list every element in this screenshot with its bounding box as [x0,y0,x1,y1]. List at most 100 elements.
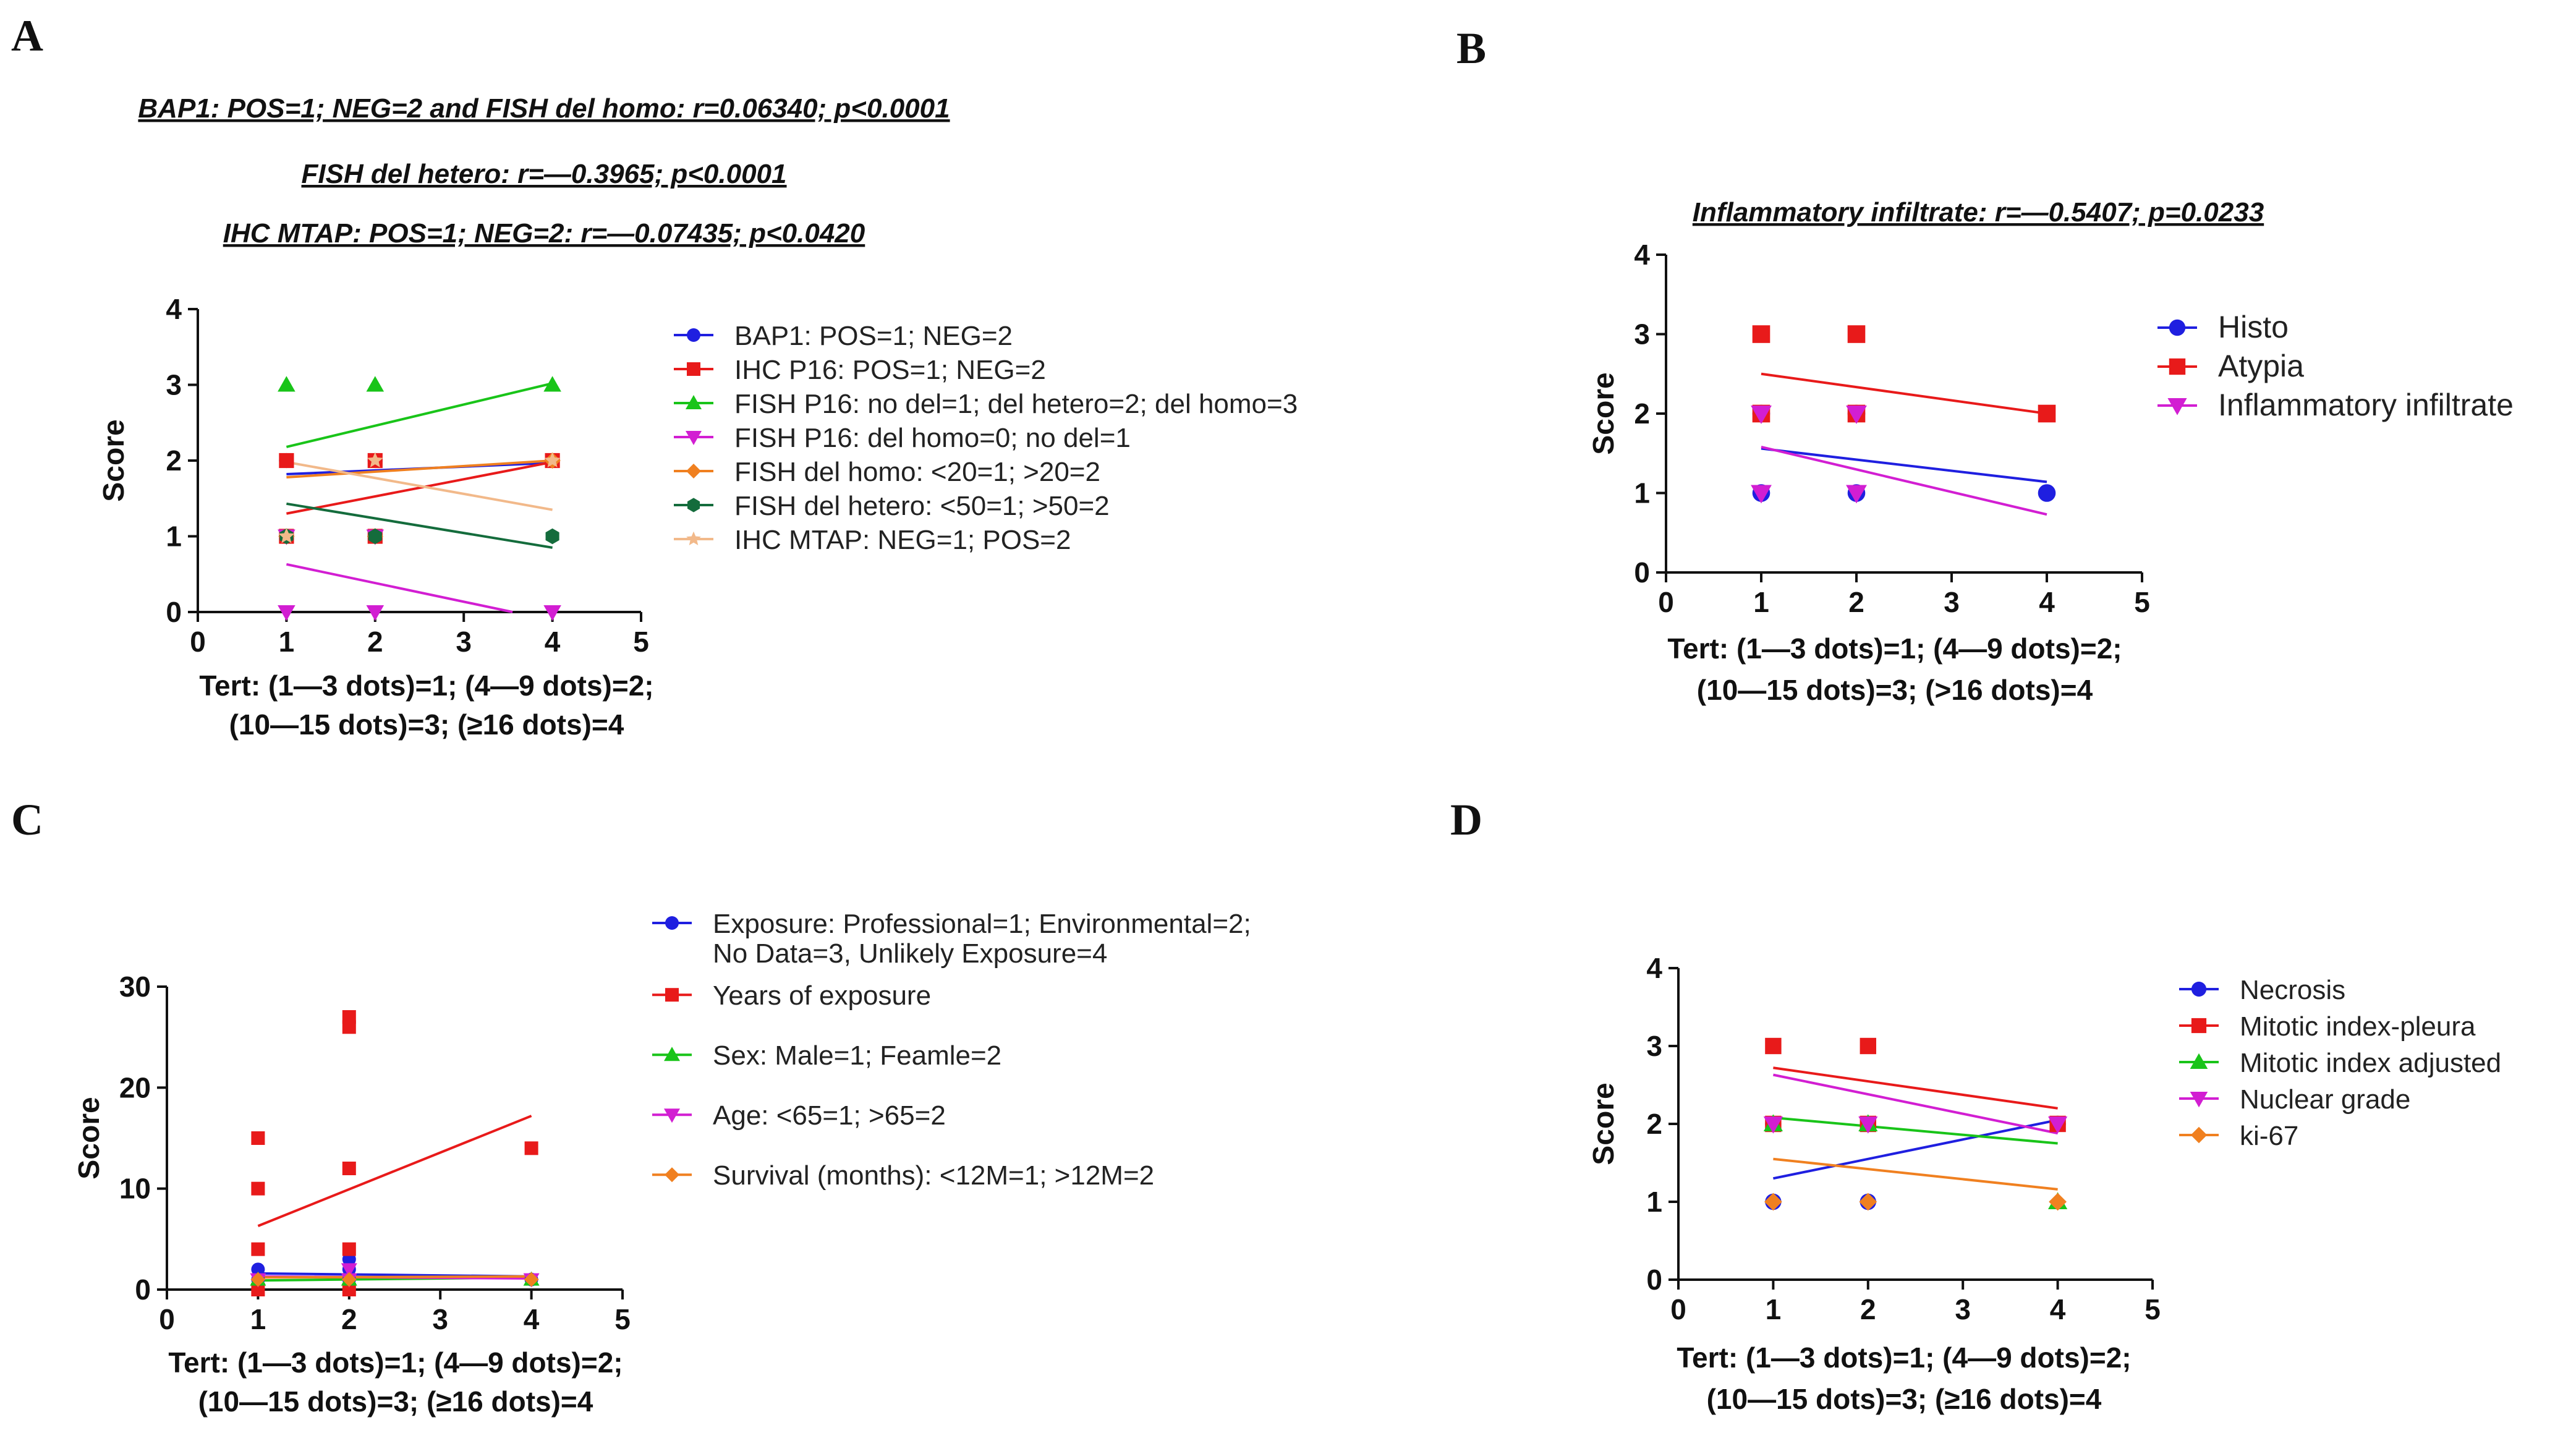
panel-b-y-axis-label: Score [1588,372,1620,454]
panel-b-legend-item-1-label: Histo [2218,310,2289,344]
panel-a-y-tick-label: 1 [166,521,182,553]
panel-d: D 0 1 2 3 4 5 0 1 2 3 4 Score Tert: (1—3 dots)=1; (4… [1450,795,2501,1415]
panel-a-y-tick-label: 3 [166,369,182,401]
panel-a-legend-item-7-marker [686,531,701,546]
panel-c-series-4-point [341,1263,357,1278]
panel-c-series-5-point [341,1272,357,1287]
panel-b-legend-item-3-marker [2167,398,2187,415]
panel-b-series-2-point [1847,325,1866,343]
panel-a-series-4-point [278,605,295,621]
panel-a-series-3-fit-line [286,382,553,448]
panel-c-y-axis-label: Score [73,1097,106,1179]
panel-d-series-5-point [2049,1193,2067,1211]
panel-a-series-6-point [368,528,382,545]
panel-b-x-axis-label: Tert: (1—3 dots)=1; (4—9 dots)=2; [1667,632,2122,665]
panel-d-legend-item-1-label: Necrosis [2240,975,2345,1005]
panel-b-series-3-point [1846,485,1867,504]
panel-b-series-3-point [1846,406,1867,424]
panel-c-legend-item-5-marker [665,1167,679,1183]
panel-b: B Inflammatory infiltrate: r=—0.5407; p=… [1456,23,2514,706]
panel-c-y-tick-label: 0 [135,1274,151,1306]
panel-c-series-2-point [342,1162,356,1175]
panel-d-series-4-point [1763,1116,1783,1134]
panel-a: A BAP1: POS=1; NEG=2 and FISH del homo: … [11,11,1298,741]
panel-a-x-tick-label: 5 [633,626,649,658]
panel-d-series-5-point [1764,1193,1782,1211]
panel-b-legend-item-2-marker [2169,358,2186,375]
panel-d-legend-item-2-marker [2191,1018,2207,1034]
panel-c-plot: 0 1 2 3 4 5 0 10 20 30 Score Tert: (1—3 dots)=1; (4… [73,909,1251,1418]
panel-a-series-7-point [367,452,383,468]
panel-d-series-5-point [1859,1193,1877,1211]
panel-c-series-5-point [524,1272,539,1287]
panel-a-legend-item-3-label: FISH P16: no del=1; del hetero=2; del ho… [734,389,1298,419]
panel-a-series-2-point [279,453,294,469]
panel-a-series-6-fit-line [286,502,553,549]
panel-c-legend-item-2-label: Years of exposure [713,980,931,1011]
panel-b-stat-1: Inflammatory infiltrate: r=—0.5407; p=0.… [1693,197,2264,227]
panel-d-legend-item-4-label: Nuclear grade [2240,1084,2410,1115]
panel-d-y-tick-label: 1 [1646,1186,1662,1218]
panel-a-legend-item-2-marker [687,362,700,376]
panel-d-series-4-fit-line [1772,1073,2059,1135]
panel-a-x-axis-label: Tert: (1—3 dots)=1; (4—9 dots)=2; [199,670,653,702]
panel-a-y-tick-label: 4 [166,293,182,325]
panel-d-letter: D [1450,795,1482,844]
panel-c-legend-item-1-marker [665,916,679,930]
panel-c-x-tick-label: 2 [341,1303,357,1335]
panel-c-series-5-fit-line [258,1275,532,1279]
panel-b-plot: 0 1 2 3 4 5 0 1 2 3 4 Score Tert: (1—3 dots)=1; (4—9… [1588,239,2514,706]
panel-d-x-tick-label: 0 [1670,1293,1686,1325]
panel-a-series-4-point [366,605,385,621]
panel-b-y-tick-label: 1 [1634,477,1650,509]
panel-a-legend-item-6-label: FISH del hetero: <50=1; >50=2 [734,491,1110,521]
panel-b-series-2-fit-line [1761,372,2047,415]
panel-d-y-tick-label: 4 [1646,952,1662,984]
panel-a-series-7-fit-line [286,461,553,511]
panel-a-y-tick-label: 2 [166,444,182,477]
panel-a-legend-item-6-marker [687,498,700,512]
panel-d-series-4-point [1858,1116,1878,1134]
panel-a-x-tick-label: 4 [545,626,561,658]
panel-b-series-2-point [2038,404,2056,423]
panel-c: C 0 1 2 3 4 5 0 10 20 30 Score Tert: (1—3 dots)=1; … [11,795,1251,1418]
panel-c-legend-item-3-label: Sex: Male=1; Feamle=2 [713,1040,1001,1071]
panel-a-legend-item-1-marker [687,328,700,342]
panel-a-legend-item-7-label: IHC MTAP: NEG=1; POS=2 [734,525,1071,555]
panel-c-series-2-fit-line [257,1115,532,1227]
panel-b-y-tick-label: 0 [1634,556,1650,589]
panel-d-series-3-fit-line [1773,1116,2058,1145]
panel-a-series-4-point [543,605,561,621]
panel-a-y-tick-label: 0 [166,596,182,628]
panel-d-y-tick-label: 3 [1646,1030,1662,1062]
panel-a-stat-3: IHC MTAP: POS=1; NEG=2: r=—0.07435; p<0.… [223,218,865,249]
panel-b-series-3-point [1751,406,1772,424]
panel-a-legend-item-4-label: FISH P16: del homo=0; no del=1 [734,423,1131,453]
panel-a-legend-item-5-marker [686,464,701,478]
panel-a-legend-item-3-marker [686,395,702,409]
panel-d-x-tick-label: 5 [2145,1293,2161,1325]
panel-c-legend-item-3-marker [664,1047,680,1061]
panel-a-series-6-point [545,528,559,545]
panel-d-series-2-fit-line [1773,1066,2058,1110]
panel-c-x-tick-label: 3 [432,1303,448,1335]
panel-c-x-tick-label: 0 [159,1303,175,1335]
panel-a-x-tick-label: 0 [190,626,206,658]
panel-a-stat-1: BAP1: POS=1; NEG=2 and FISH del homo: r=… [138,93,950,124]
panel-d-x-tick-label: 1 [1766,1293,1782,1325]
panel-c-legend-item-4-label: Age: <65=1; >65=2 [713,1100,946,1131]
panel-c-series-2-point [251,1181,265,1196]
panel-c-series-2-point [342,1020,356,1034]
panel-a-series-3-point [278,376,295,392]
panel-a-series-7-point [544,452,561,468]
panel-b-series-1-point [2038,484,2056,502]
panel-a-y-axis-label: Score [98,419,130,501]
panel-b-y-tick-label: 4 [1634,239,1650,271]
panel-b-y-tick-label: 3 [1634,318,1650,351]
panel-c-series-2-point [342,1242,356,1256]
panel-c-x-tick-label: 1 [250,1303,266,1335]
panel-d-plot: 0 1 2 3 4 5 0 1 2 3 4 Score Tert: (1—3 dots)=1; (4—9… [1588,952,2501,1415]
panel-c-series-2-point [251,1131,265,1145]
panel-a-x-tick-label: 3 [456,626,472,658]
